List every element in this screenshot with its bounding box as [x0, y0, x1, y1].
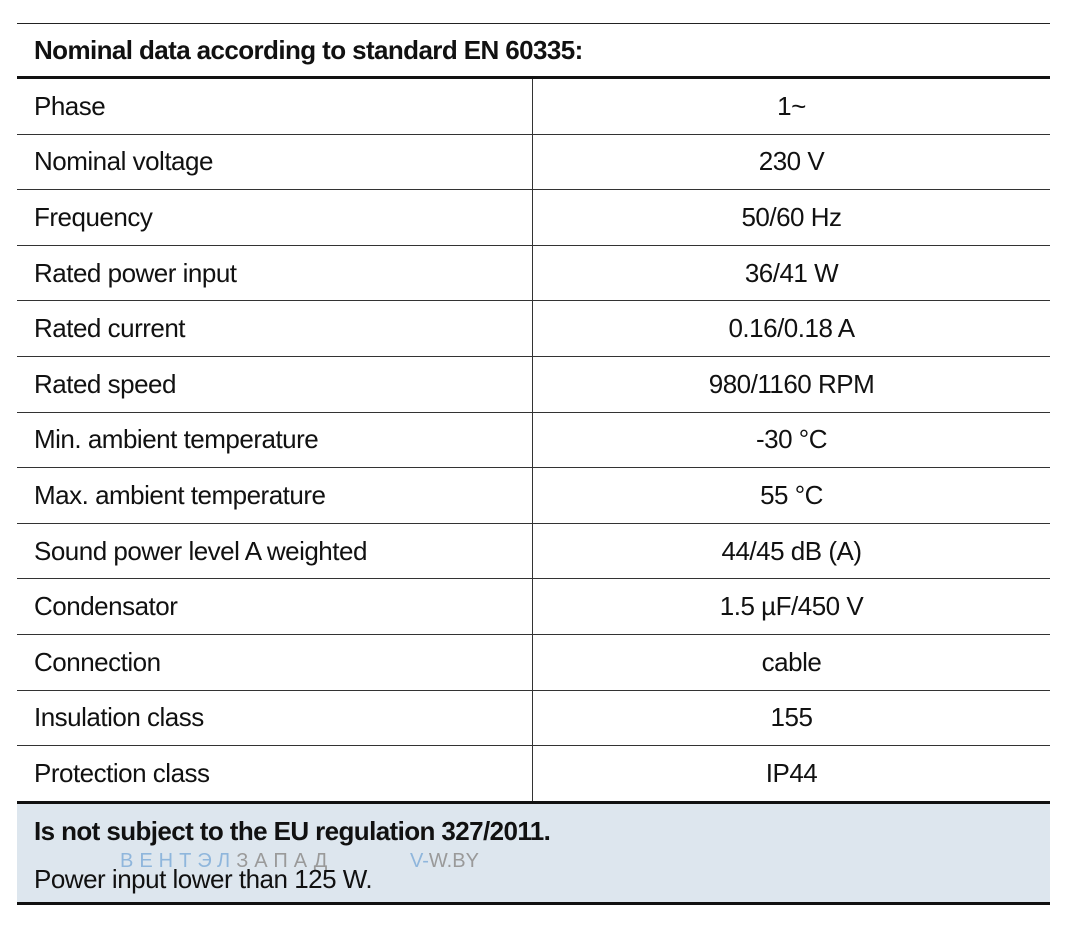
table-row: Nominal voltage 230 V — [17, 134, 1050, 191]
table-row: Sound power level A weighted 44/45 dB (A) — [17, 523, 1050, 580]
watermark-part: V- — [410, 850, 429, 872]
row-label: Phase — [17, 79, 533, 134]
row-value: cable — [761, 646, 822, 677]
row-value: 230 V — [758, 146, 825, 177]
row-value: IP44 — [765, 758, 818, 789]
table-row: Phase 1~ — [17, 79, 1050, 135]
row-label: Rated power input — [17, 245, 533, 301]
row-label: Frequency — [17, 190, 533, 245]
table-row: Max. ambient temperature 55 °C — [17, 468, 1050, 524]
row-value: 980/1160 RPM — [708, 368, 875, 399]
row-value: 44/45 dB (A) — [721, 535, 862, 566]
watermark-part: W.BY — [428, 850, 479, 872]
table-title: Nominal data according to standard EN 60… — [17, 24, 1050, 79]
spec-table: Nominal data according to standard EN 60… — [17, 23, 1050, 802]
footer-title: Is not subject to the EU regulation 327/… — [34, 816, 551, 846]
row-value: 36/41 W — [744, 257, 839, 288]
table-row: Protection class IP44 — [17, 746, 1050, 802]
row-label: Nominal voltage — [17, 134, 533, 190]
row-label: Min. ambient temperature — [17, 412, 533, 468]
table-row: Rated current 0.16/0.18 A — [17, 301, 1050, 357]
table-row: Condensator 1.5 µF/450 V — [17, 579, 1050, 635]
row-label: Rated current — [17, 301, 533, 356]
row-value: 55 °C — [760, 479, 823, 510]
watermark-part: ЗАПАД — [236, 850, 334, 872]
row-value: 155 — [770, 702, 813, 733]
table-row: Frequency 50/60 Hz — [17, 190, 1050, 246]
table-row: Insulation class 155 — [17, 690, 1050, 747]
table-row: Rated speed 980/1160 RPM — [17, 356, 1050, 413]
footer-box: Is not subject to the EU regulation 327/… — [17, 801, 1050, 905]
row-label: Condensator — [17, 579, 533, 634]
table-row: Rated power input 36/41 W — [17, 245, 1050, 302]
watermark-brand: ВЕНТЭЛЗАПАД — [120, 850, 333, 873]
row-value: 0.16/0.18 A — [728, 313, 855, 344]
row-label: Connection — [17, 634, 533, 690]
row-value: 1~ — [777, 90, 806, 121]
row-value: 50/60 Hz — [741, 201, 842, 232]
row-label: Max. ambient temperature — [17, 468, 533, 523]
row-label: Insulation class — [17, 690, 533, 746]
watermark-site: V-W.BY — [410, 850, 479, 873]
row-label: Sound power level A weighted — [17, 523, 533, 579]
row-value: 1.5 µF/450 V — [719, 591, 864, 622]
row-value: -30 °C — [756, 424, 827, 455]
table-body: Phase 1~ Nominal voltage 230 V Frequency 50/6… — [17, 79, 1050, 802]
row-label: Rated speed — [17, 356, 533, 412]
watermark-part: ВЕНТЭЛ — [120, 850, 237, 872]
footer-text: Power input lower than 125 W. — [34, 864, 373, 894]
row-label: Protection class — [17, 746, 533, 802]
table-row: Connection cable — [17, 634, 1050, 691]
table-row: Min. ambient temperature -30 °C — [17, 412, 1050, 469]
